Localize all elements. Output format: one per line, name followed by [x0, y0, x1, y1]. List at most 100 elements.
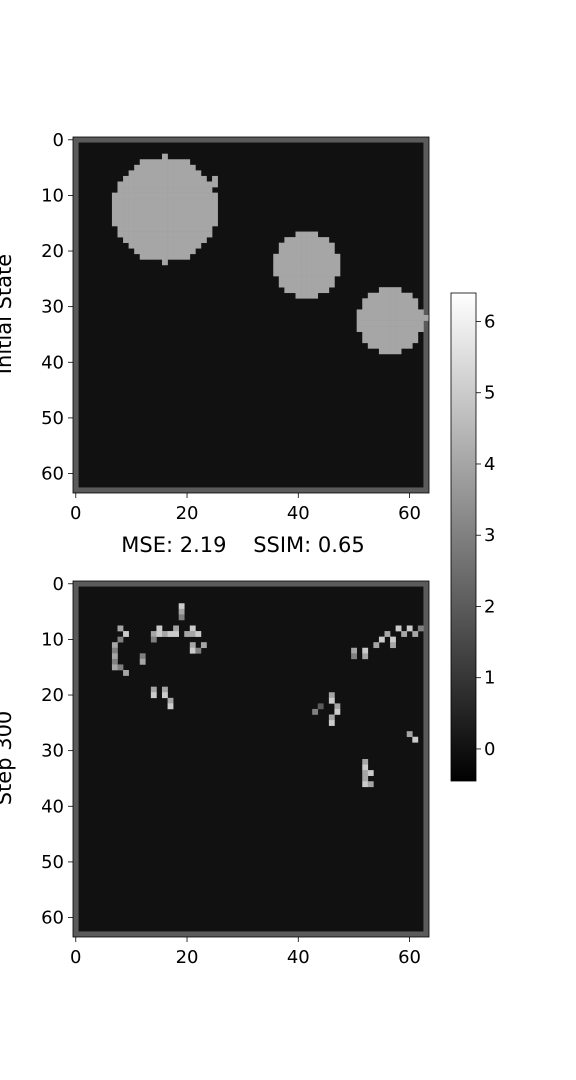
blob-1-cell — [178, 187, 185, 193]
heatmap-cell — [150, 636, 157, 643]
blob-2-cell — [301, 270, 307, 277]
heatmap-cell — [401, 631, 408, 637]
blob-2-cell — [334, 253, 341, 260]
blob-1-cell — [145, 181, 152, 188]
blob-1-cell — [206, 198, 213, 205]
blob-3-cell — [384, 315, 391, 321]
heatmap-cell — [178, 614, 185, 621]
blob-1-cell — [117, 181, 124, 188]
blob-3-cell — [378, 287, 385, 294]
blob-3-cell — [406, 303, 413, 310]
heatmap-cell — [312, 708, 319, 715]
blob-1-cell — [156, 214, 163, 221]
blob-1-cell — [178, 248, 185, 255]
blob-2-cell — [289, 237, 296, 243]
blob-1-cell — [156, 170, 163, 177]
blob-1-cell — [212, 220, 218, 227]
heatmap-cell — [362, 775, 369, 782]
blob-2-cell — [301, 242, 307, 249]
initial-state-x-ticks: 0 20 40 60 — [70, 493, 421, 524]
blob-1-cell — [167, 164, 174, 171]
heatmap-cell — [351, 653, 357, 660]
blob-3-cell — [401, 331, 408, 338]
blob-2-cell — [289, 281, 296, 288]
blob-3-cell — [401, 337, 408, 344]
blob-1-cell — [134, 209, 141, 216]
blob-3-cell — [378, 331, 385, 338]
blob-1-cell — [162, 253, 168, 260]
blob-2-cell — [306, 253, 313, 260]
blob-1-cell — [173, 203, 179, 210]
heatmap-cell — [162, 686, 168, 693]
blob-3-cell — [362, 337, 369, 344]
blob-1-cell — [195, 187, 202, 193]
blob-3-cell — [390, 342, 396, 349]
blob-1-cell — [162, 237, 168, 243]
blob-1-cell — [200, 187, 207, 193]
blob-1-cell — [167, 159, 174, 166]
blob-1-cell — [200, 175, 207, 182]
blob-1-cell — [178, 209, 185, 216]
blob-3-cell — [417, 309, 424, 316]
blob-3-cell — [378, 309, 385, 316]
y-tick-label: 50 — [41, 408, 64, 429]
heatmap-cell — [111, 664, 118, 671]
heatmap-cell — [351, 647, 357, 654]
x-tick-label: 0 — [70, 947, 81, 968]
blob-2-cell — [334, 264, 341, 271]
blob-3-cell — [395, 292, 402, 299]
blob-1-cell — [178, 231, 185, 238]
blob-2-cell — [301, 237, 307, 243]
blob-2-cell — [289, 253, 296, 260]
blob-1-cell — [139, 209, 146, 216]
blob-1-cell — [117, 203, 124, 210]
colorbar-tick-label: 6 — [484, 311, 495, 332]
blob-1-cell — [128, 187, 135, 193]
blob-3-cell — [401, 303, 408, 310]
heatmap-cell — [139, 653, 146, 660]
blob-2-cell — [306, 237, 313, 243]
blob-1-cell — [139, 175, 146, 182]
blob-2-cell — [295, 264, 302, 271]
blob-2-cell — [317, 281, 324, 288]
blob-1-cell — [206, 214, 213, 221]
blob-1-cell — [128, 237, 135, 243]
heatmap-cell — [167, 703, 174, 710]
blob-1-cell — [134, 220, 141, 227]
blob-1-cell — [145, 209, 152, 216]
blob-1-cell — [150, 220, 157, 227]
blob-1-cell — [145, 170, 152, 177]
blob-3-cell — [356, 309, 363, 316]
heatmap-cell — [167, 697, 174, 704]
blob-2-cell — [278, 248, 285, 255]
blob-2-cell — [312, 253, 319, 260]
blob-1-cell — [139, 226, 146, 232]
blob-1-cell — [134, 226, 141, 232]
heatmap-cell — [117, 625, 124, 632]
blob-3-cell — [417, 320, 424, 327]
blob-1-cell — [117, 220, 124, 227]
heatmap-cell — [162, 692, 168, 699]
blob-1-cell — [145, 175, 152, 182]
blob-2-cell — [289, 264, 296, 271]
blob-2-cell — [278, 270, 285, 277]
blob-1-cell — [162, 214, 168, 221]
blob-1-cell — [167, 187, 174, 193]
blob-3-cell — [367, 303, 374, 310]
blob-1-cell — [206, 187, 213, 193]
blob-3-cell — [378, 298, 385, 305]
blob-2-cell — [328, 253, 335, 260]
blob-1-cell — [167, 242, 174, 249]
blob-2-cell — [312, 231, 319, 238]
blob-1-cell — [123, 214, 129, 221]
blob-1-cell — [150, 198, 157, 205]
initial-state-y-ticks: 0 10 20 30 40 50 60 — [41, 130, 73, 485]
blob-3-cell — [378, 315, 385, 321]
blob-3-cell — [373, 298, 380, 305]
blob-1-cell — [200, 192, 207, 199]
blob-1-cell — [178, 237, 185, 243]
blob-1-cell — [134, 198, 141, 205]
blob-1-cell — [156, 253, 163, 260]
blob-3-cell — [367, 331, 374, 338]
blob-2-cell — [306, 287, 313, 294]
